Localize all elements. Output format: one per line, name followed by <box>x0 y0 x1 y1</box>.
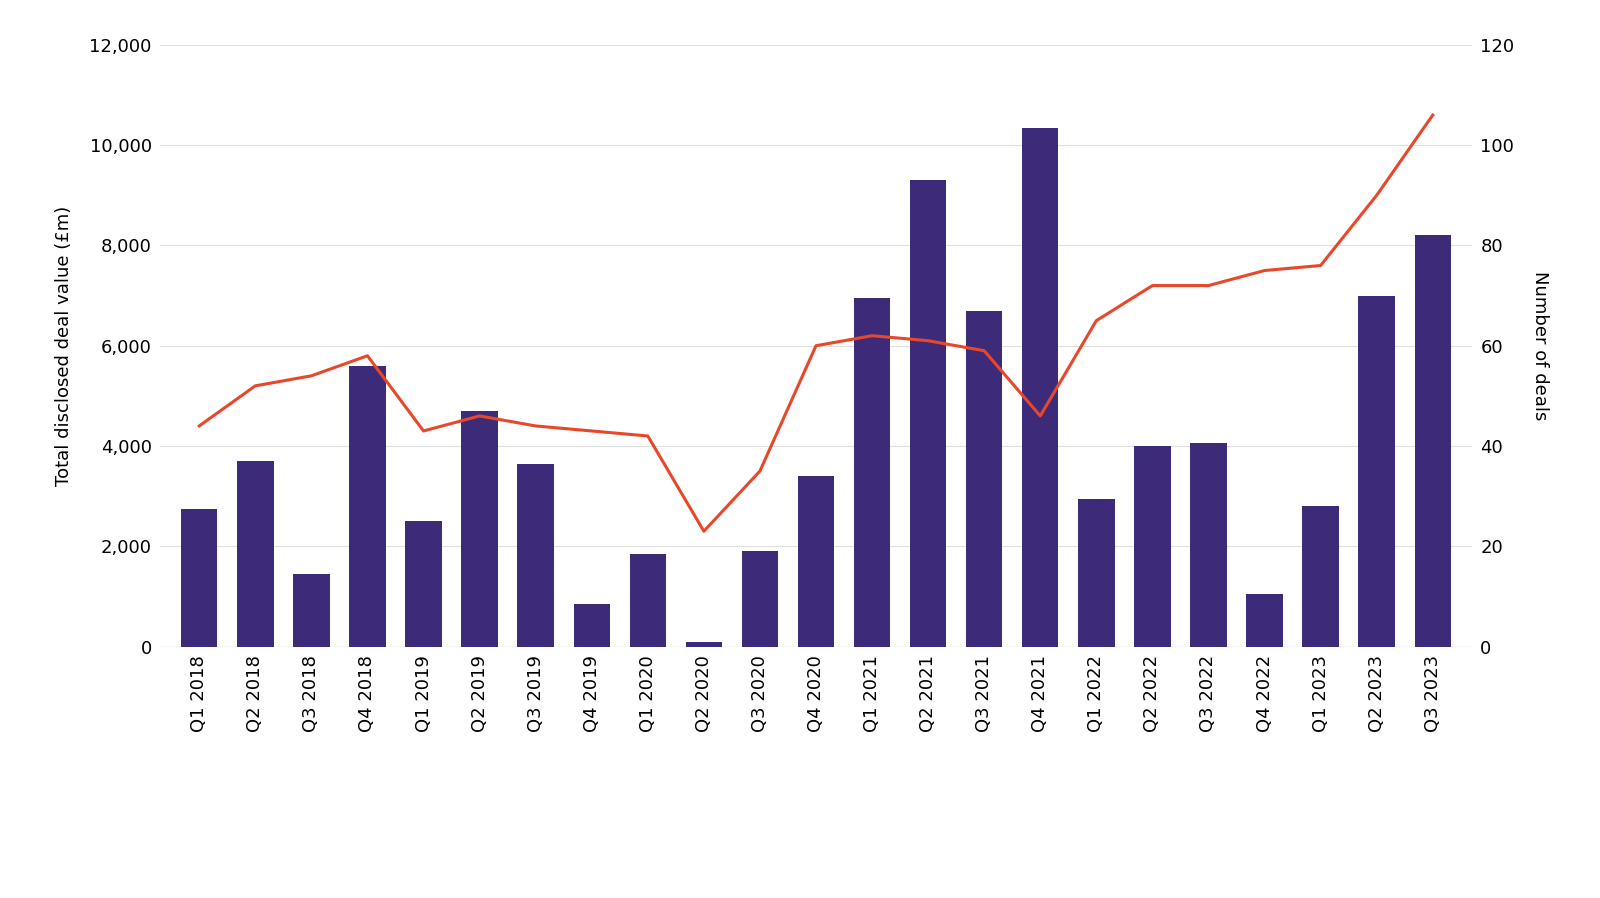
Bar <box>1078 498 1115 647</box>
Bar <box>1246 594 1283 647</box>
Bar <box>573 604 610 647</box>
Bar <box>517 463 554 647</box>
Y-axis label: Total disclosed deal value (£m): Total disclosed deal value (£m) <box>54 206 72 486</box>
Bar <box>1134 446 1171 647</box>
Bar <box>686 641 722 647</box>
Bar <box>293 574 330 647</box>
Bar <box>349 365 386 647</box>
Bar <box>181 508 218 647</box>
Y-axis label: Number of deals: Number of deals <box>1531 271 1549 420</box>
Bar <box>854 298 890 647</box>
Bar <box>1022 128 1059 647</box>
Bar <box>1358 295 1395 647</box>
Bar <box>798 476 834 647</box>
Bar <box>1302 506 1339 647</box>
Bar <box>461 411 498 647</box>
Bar <box>742 551 778 647</box>
Bar <box>910 180 946 647</box>
Bar <box>1414 235 1451 647</box>
Bar <box>629 554 666 647</box>
Bar <box>966 311 1003 647</box>
Bar <box>1190 444 1227 647</box>
Bar <box>405 521 442 647</box>
Bar <box>237 461 274 647</box>
